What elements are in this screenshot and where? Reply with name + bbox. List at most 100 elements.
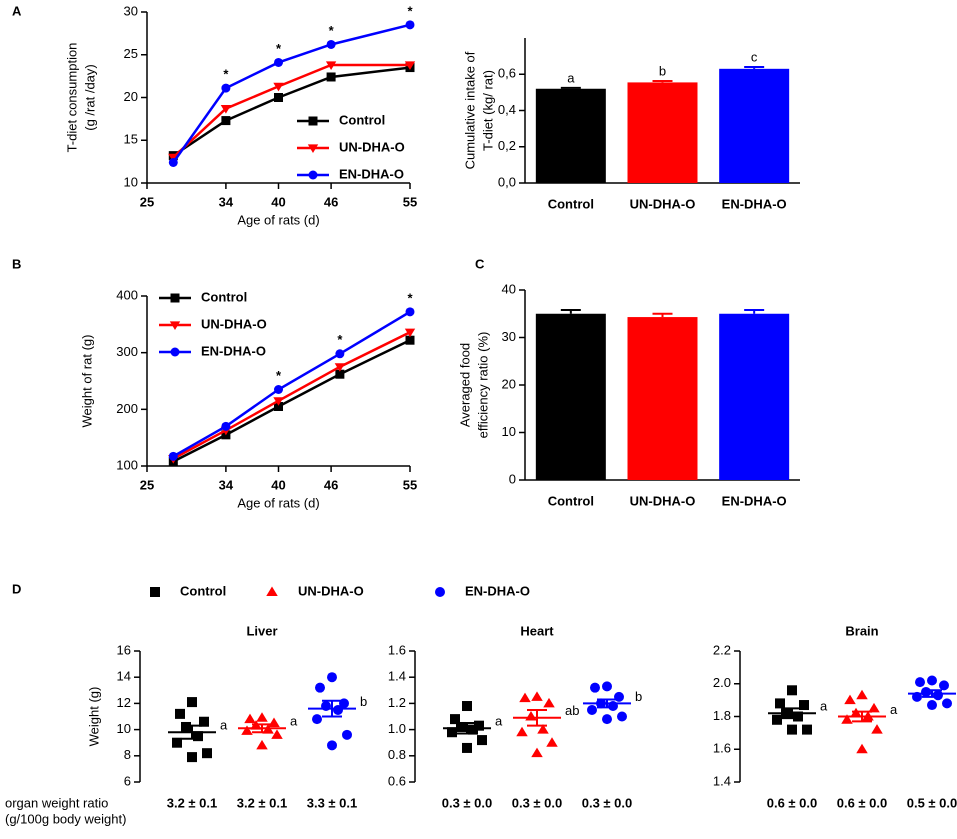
y-tick-label: 1.6	[713, 741, 731, 756]
y-axis-label: T-diet consumption	[64, 43, 79, 153]
y-tick-label: 2.2	[713, 642, 731, 657]
marker	[256, 712, 268, 722]
y-tick-label: 0.6	[388, 773, 406, 788]
marker	[531, 691, 543, 701]
panel-letter: A	[12, 3, 22, 18]
y-tick-label: 200	[116, 401, 138, 416]
y-axis-label: Averaged food	[457, 343, 472, 427]
ratio-value: 0.3 ± 0.0	[442, 795, 493, 810]
error-bar	[652, 312, 673, 318]
marker	[221, 421, 231, 431]
marker	[525, 711, 537, 721]
marker	[405, 20, 415, 30]
marker	[617, 711, 627, 722]
y-tick-label: 25	[124, 46, 138, 61]
marker	[273, 397, 284, 406]
group-letter: ab	[565, 703, 579, 718]
marker	[405, 335, 415, 345]
marker	[404, 328, 416, 338]
marker	[244, 713, 256, 724]
marker	[175, 708, 185, 719]
subplot-title: Brain	[845, 623, 878, 638]
x-tick-label: Control	[548, 493, 594, 508]
ratio-label: (g/100g body weight)	[5, 811, 126, 826]
marker	[268, 717, 280, 728]
legend-label: EN-DHA-O	[201, 343, 266, 358]
marker	[871, 724, 883, 734]
x-axis-label: Age of rats (d)	[237, 495, 319, 510]
marker	[342, 729, 352, 740]
group-letter: a	[890, 702, 898, 717]
marker	[775, 698, 785, 709]
marker	[150, 587, 160, 597]
marker	[462, 701, 472, 712]
bar	[627, 82, 698, 183]
y-tick-label: 0,0	[498, 174, 516, 189]
marker	[271, 729, 283, 739]
legend-label: UN-DHA-O	[339, 139, 405, 154]
y-tick-label: 40	[502, 281, 516, 296]
marker	[327, 740, 337, 751]
y-tick-label: 1.6	[388, 642, 406, 657]
marker	[450, 714, 460, 725]
marker	[787, 724, 797, 735]
marker	[202, 748, 212, 759]
y-tick-label: 0,2	[498, 138, 516, 153]
marker	[187, 752, 197, 763]
x-tick-label: 55	[403, 194, 417, 209]
marker	[927, 700, 937, 711]
y-tick-label: 1.8	[713, 708, 731, 723]
y-axis-label: Cumulative intake of	[462, 51, 477, 169]
marker	[856, 689, 868, 700]
x-tick-label: 40	[271, 477, 285, 492]
marker	[307, 144, 319, 153]
panel-letter: D	[12, 581, 21, 596]
marker	[221, 83, 231, 93]
marker	[170, 293, 180, 303]
significance-label: *	[276, 41, 282, 56]
y-tick-label: 12	[117, 695, 131, 710]
marker	[802, 724, 812, 735]
legend-label: Control	[201, 289, 247, 304]
legend-label: UN-DHA-O	[298, 583, 364, 598]
y-tick-label: 2.0	[713, 675, 731, 690]
marker	[468, 724, 478, 735]
marker	[404, 61, 416, 70]
marker	[274, 402, 283, 411]
marker	[168, 451, 178, 461]
significance-label: *	[407, 3, 413, 18]
marker	[274, 385, 283, 394]
ratio-value: 3.3 ± 0.1	[307, 795, 358, 810]
x-tick-label: EN-DHA-O	[722, 493, 787, 508]
marker	[326, 72, 336, 82]
marker	[266, 586, 278, 596]
sem-bar	[457, 722, 477, 735]
marker	[273, 82, 284, 92]
x-axis-label: Age of rats (d)	[237, 212, 319, 227]
error-bar	[744, 66, 765, 69]
y-tick-label: 8	[124, 747, 131, 762]
marker	[315, 682, 325, 693]
y-tick-label: 1.4	[713, 773, 731, 788]
group-letter: a	[495, 714, 503, 729]
legend-label: EN-DHA-O	[339, 166, 404, 181]
bar	[535, 313, 606, 480]
y-tick-label: 30	[124, 3, 138, 18]
sem-bar	[182, 724, 202, 740]
group-letter: a	[290, 714, 298, 729]
marker	[274, 93, 283, 102]
y-tick-label: 300	[116, 344, 138, 359]
bar	[719, 68, 790, 183]
marker	[325, 61, 337, 70]
x-tick-label: 25	[140, 194, 154, 209]
x-tick-label: Control	[548, 196, 594, 211]
ratio-value: 0.3 ± 0.0	[512, 795, 563, 810]
marker	[335, 349, 345, 359]
marker	[312, 714, 322, 725]
y-tick-label: 20	[124, 89, 138, 104]
y-axis-label: efficiency ratio (%)	[475, 332, 490, 439]
y-tick-label: 0,6	[498, 66, 516, 81]
marker	[187, 697, 197, 708]
marker	[221, 116, 231, 126]
ratio-value: 3.2 ± 0.1	[167, 795, 218, 810]
